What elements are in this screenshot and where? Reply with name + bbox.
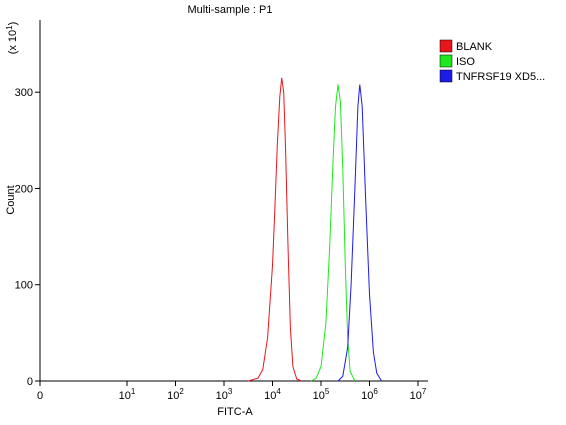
x-tick-base: 10 <box>216 390 228 402</box>
x-tick-sup: 2 <box>179 387 184 396</box>
x-tick-sup: 5 <box>325 387 330 396</box>
histogram-curve <box>248 77 302 382</box>
legend-label: TNFRSF19 XD5... <box>456 71 545 83</box>
x-tick-sup: 6 <box>373 387 378 396</box>
y-tick-label: 300 <box>15 87 33 99</box>
y-multiplier-sup: 1 <box>5 25 14 30</box>
y-tick-label: 0 <box>27 376 33 388</box>
x-axis-label: FITC-A <box>217 406 253 418</box>
legend-swatch <box>439 39 453 53</box>
x-tick-sup: 4 <box>276 387 281 396</box>
x-tick-sup: 7 <box>422 387 427 396</box>
legend-label: ISO <box>456 56 475 68</box>
y-multiplier-end: ) <box>7 22 19 26</box>
y-axis-label: Count <box>5 185 17 214</box>
x-tick-base: 10 <box>313 390 325 402</box>
y-multiplier: (x 101) <box>5 22 19 55</box>
x-tick-label: 105 <box>313 387 330 402</box>
legend-swatch <box>439 69 453 83</box>
y-multiplier-base: (x 10 <box>7 30 19 54</box>
x-tick-label: 0 <box>37 390 43 402</box>
y-tick-label: 200 <box>15 183 33 195</box>
histogram-curve <box>311 84 356 382</box>
x-tick-base: 10 <box>119 390 131 402</box>
x-tick-label: 101 <box>119 387 136 402</box>
y-tick-label: 100 <box>15 280 33 292</box>
histogram-curve <box>337 84 383 382</box>
x-tick-base: 10 <box>264 390 276 402</box>
x-tick-base: 10 <box>410 390 422 402</box>
x-tick-label: 103 <box>216 387 233 402</box>
x-tick-label: 107 <box>410 387 427 402</box>
x-tick-base: 10 <box>167 390 179 402</box>
legend-label: BLANK <box>456 41 493 53</box>
legend-swatch <box>439 54 453 68</box>
x-tick-label: 102 <box>167 387 184 402</box>
chart-title: Multi-sample : P1 <box>188 4 273 16</box>
x-tick-base: 0 <box>37 390 43 402</box>
x-tick-label: 106 <box>361 387 378 402</box>
x-tick-sup: 1 <box>131 387 136 396</box>
x-tick-sup: 3 <box>228 387 233 396</box>
x-tick-label: 104 <box>264 387 281 402</box>
x-tick-base: 10 <box>361 390 373 402</box>
